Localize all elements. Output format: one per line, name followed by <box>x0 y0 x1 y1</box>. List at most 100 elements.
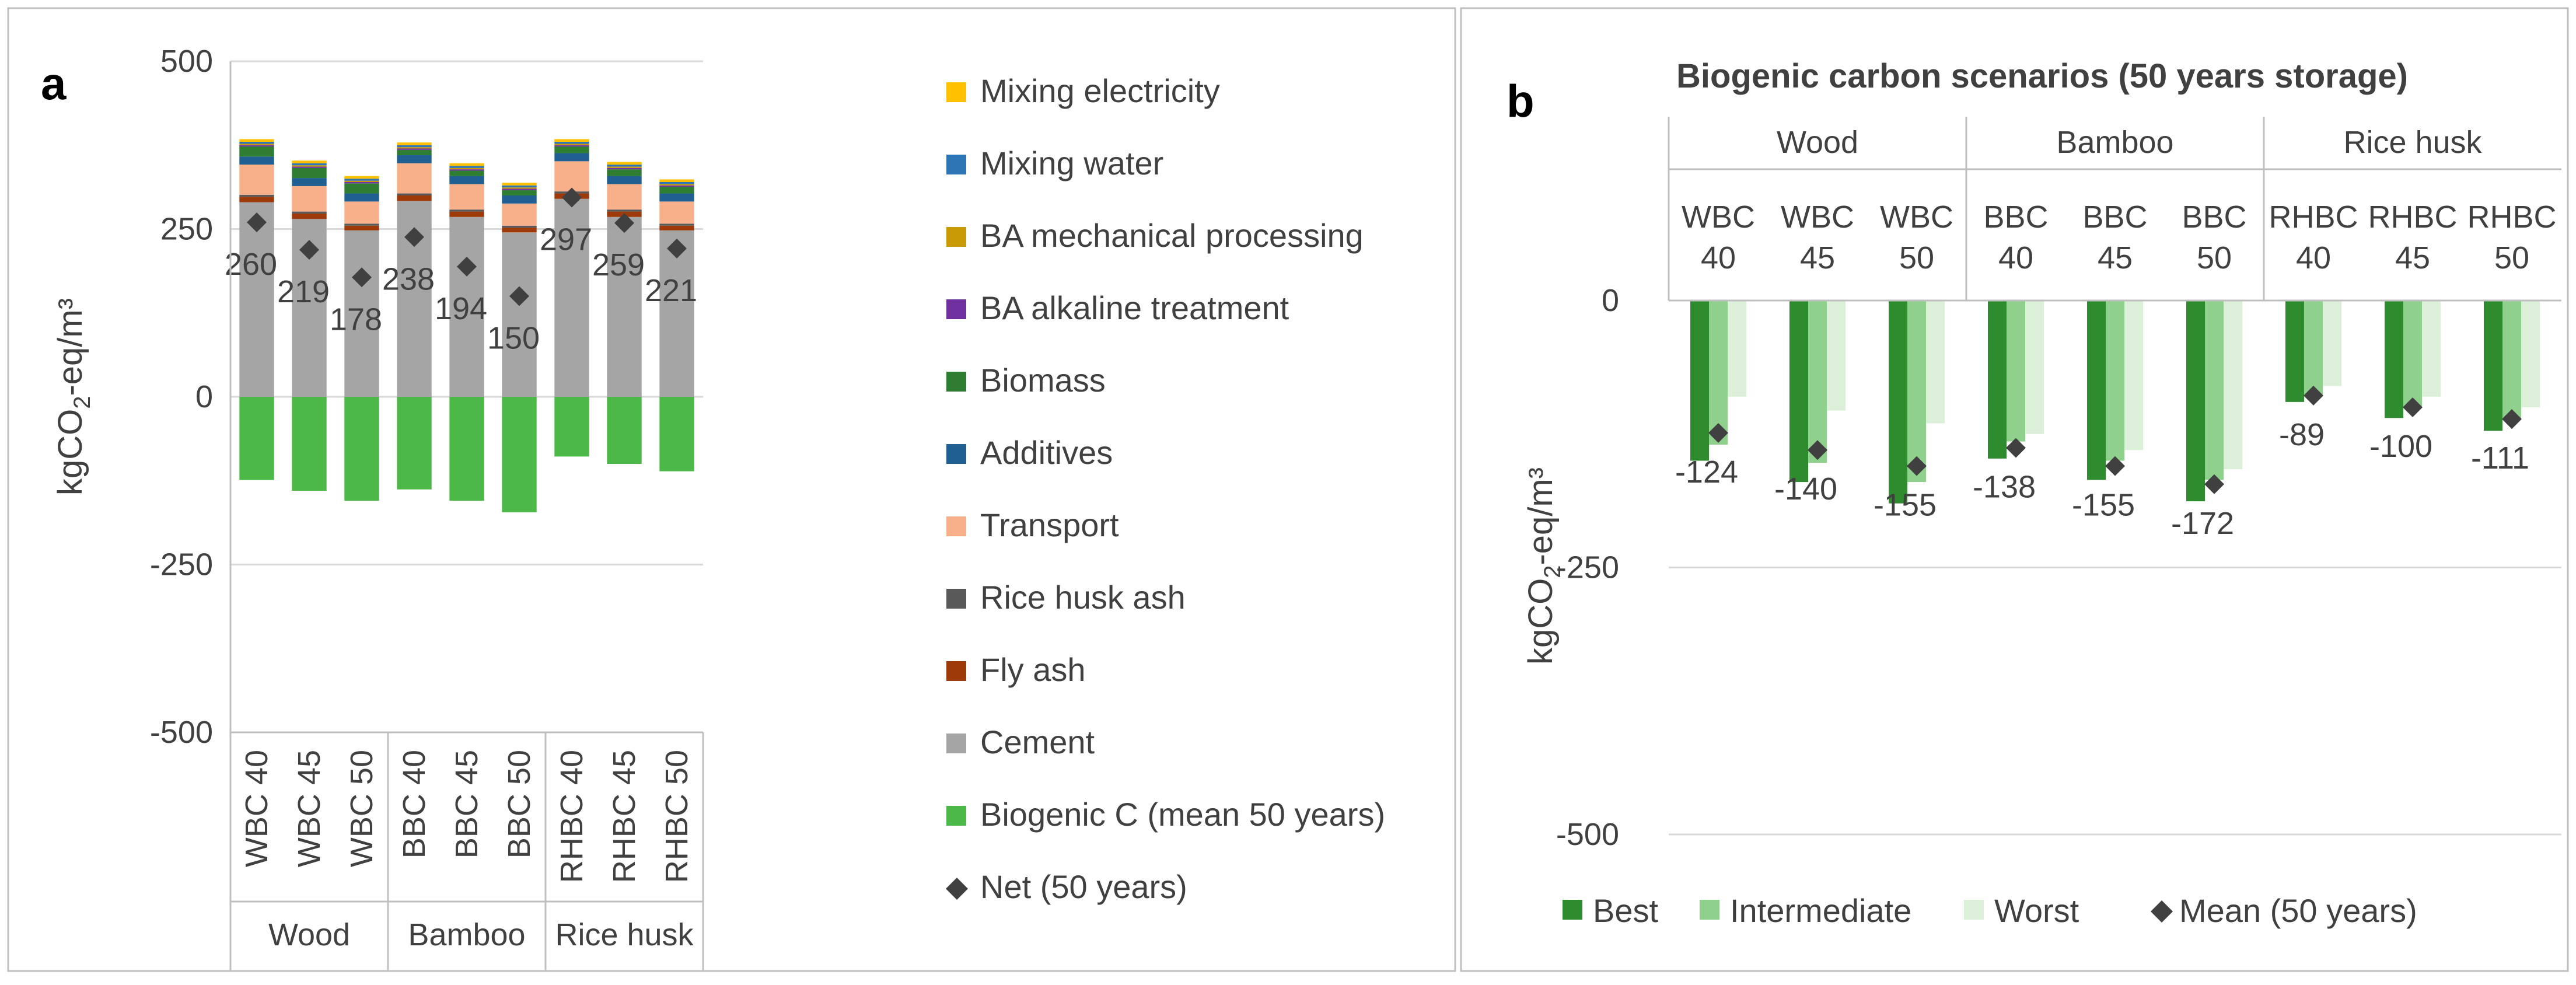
b-group-label: Bamboo <box>2056 125 2173 160</box>
b-category-label: BBC 40 <box>1983 200 2048 275</box>
b-bar <box>1808 301 1827 463</box>
a-bar-segment <box>344 182 379 184</box>
a-bar-segment <box>344 201 379 224</box>
b-mean-label: -155 <box>1874 488 1937 523</box>
a-bar-segment <box>659 187 694 194</box>
a-net-marker <box>299 240 319 260</box>
a-bar-segment <box>659 193 694 202</box>
a-bar-segment <box>344 193 379 202</box>
b-mean-label: -111 <box>2471 441 2529 476</box>
b-legend: Best Intermediate Worst Mean (50 years) <box>1563 892 2417 929</box>
a-bar-segment <box>449 170 484 176</box>
b-bar <box>1907 301 1926 483</box>
b-legend-swatch <box>1563 900 1582 920</box>
a-bar-segment <box>292 163 327 166</box>
a-net-label: 297 <box>540 222 592 257</box>
b-mean-markers: -124 -140 -155 -138 -155 -172 -89 -100 -111 <box>1675 385 2529 541</box>
a-bar-segment <box>659 184 694 186</box>
a-bar-segment <box>449 167 484 170</box>
a-category-label: WBC 40 <box>239 750 274 867</box>
a-bar-segment <box>292 178 327 186</box>
a-bar-segment <box>502 195 537 204</box>
a-category-label: BBC 40 <box>397 750 432 858</box>
a-net-label: 221 <box>645 273 697 308</box>
a-bar-segment <box>397 195 432 201</box>
a-ytick-label: -500 <box>150 715 213 750</box>
a-bar-segment <box>659 179 694 182</box>
b-bar <box>2323 301 2341 386</box>
a-bar-segment <box>397 149 432 155</box>
b-mean-marker <box>1808 440 1827 460</box>
b-mean-marker <box>2204 474 2224 494</box>
b-bar <box>1926 301 1945 424</box>
b-category-label: RHBC 40 <box>2269 200 2358 275</box>
b-bar <box>2484 301 2502 431</box>
a-net-marker <box>562 187 582 208</box>
a-ytick-label: -250 <box>150 547 213 582</box>
a-bar-segment <box>397 148 432 150</box>
a-net-marker <box>457 256 477 277</box>
a-bar-segment <box>239 142 274 144</box>
a-net-label: 259 <box>592 247 645 282</box>
a-bar-segment <box>449 216 484 397</box>
a-legend-label: Transport <box>980 507 1119 543</box>
a-legend-swatch <box>946 444 966 464</box>
b-bar <box>1889 301 1907 504</box>
a-bar-segment <box>239 156 274 165</box>
a-bar-segment <box>607 176 642 184</box>
b-legend-label: Worst <box>1994 892 2079 929</box>
panel-b-letter: b <box>1507 75 1535 127</box>
b-mean-label: -100 <box>2369 429 2432 464</box>
a-bar-segment <box>449 211 484 217</box>
a-bar-segment <box>502 187 537 189</box>
a-legend-swatch <box>946 806 966 826</box>
a-bar-segment <box>344 179 379 181</box>
a-bar-segment <box>502 232 537 397</box>
b-mean-label: -155 <box>2072 488 2135 523</box>
a-bar-segment <box>554 161 589 192</box>
a-bar-segment <box>502 203 537 226</box>
a-bar-segment <box>397 397 432 490</box>
a-bar-segment <box>502 185 537 188</box>
a-bar-segment <box>344 397 379 501</box>
a-bar-segment <box>659 185 694 187</box>
b-ylabel: kgCO2-eq/m³ <box>1522 467 1565 665</box>
a-ytick-label: 0 <box>195 379 213 414</box>
b-bar <box>1709 301 1728 445</box>
a-net-label: 238 <box>382 261 435 296</box>
b-ylabel-text: kgCO2-eq/m³ <box>1522 467 1565 665</box>
b-mean-label: -172 <box>2171 506 2234 541</box>
b-legend-swatch <box>1700 900 1719 920</box>
a-bar-segment <box>502 225 537 228</box>
a-bar-segment <box>659 201 694 224</box>
b-mean-marker <box>2105 456 2125 476</box>
b-category-label: RHBC 45 <box>2368 200 2457 275</box>
b-ytick-label: -500 <box>1556 817 1619 852</box>
a-bar-segment <box>397 155 432 163</box>
panel-b-frame <box>1460 7 2569 972</box>
a-bar-segment <box>659 397 694 471</box>
a-bar-segment <box>344 223 379 226</box>
b-bar <box>2025 301 2044 434</box>
a-legend-label: Cement <box>980 724 1095 760</box>
a-bar-segment <box>344 180 379 182</box>
a-legend-swatch <box>946 516 966 536</box>
a-bar-segment <box>449 184 484 210</box>
b-bar <box>2205 301 2224 480</box>
a-bars <box>239 139 694 512</box>
a-net-marker <box>247 212 267 232</box>
a-bar-segment <box>397 193 432 195</box>
b-ytick-label: 0 <box>1602 283 1619 318</box>
b-bar <box>2502 301 2521 418</box>
a-bar-segment <box>554 397 589 457</box>
b-group-label: Rice husk <box>2343 125 2482 160</box>
b-bar <box>1728 301 1746 397</box>
a-bar-segment <box>502 228 537 233</box>
b-legend-swatch <box>1964 900 1984 920</box>
a-legend-label: BA mechanical processing <box>980 217 1364 254</box>
a-bar-segment <box>607 162 642 165</box>
a-legend-label: Additives <box>980 434 1113 471</box>
b-bar <box>2106 301 2124 461</box>
b-legend-label: Best <box>1593 892 1658 929</box>
a-category-label: RHBC 45 <box>607 750 642 883</box>
